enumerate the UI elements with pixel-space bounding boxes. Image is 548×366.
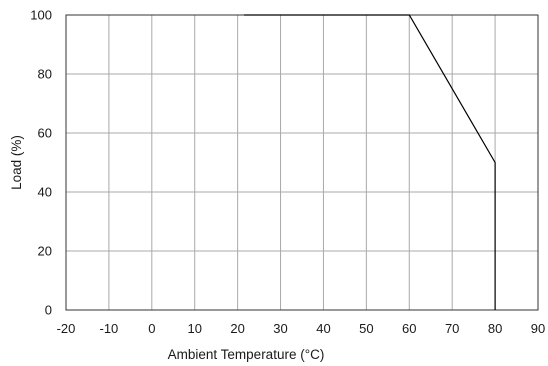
x-tick-label: 90: [531, 321, 545, 336]
x-tick-label: 20: [230, 321, 244, 336]
x-tick-label: 40: [316, 321, 330, 336]
x-tick-label: -20: [57, 321, 76, 336]
y-tick-label: 80: [38, 67, 52, 82]
x-tick-labels: -20 -10 0 10 20 30 40 50 60 70 80 90: [57, 321, 546, 336]
plot-frame: [65, 14, 539, 311]
y-tick-label: 40: [38, 185, 52, 200]
y-tick-label: 0: [45, 303, 52, 318]
y-tick-label: 100: [30, 8, 52, 23]
y-tick-label: 60: [38, 126, 52, 141]
load-derating-line: [244, 14, 496, 310]
x-tick-label: 80: [488, 321, 502, 336]
y-axis-label: Load (%): [9, 135, 24, 190]
y-tick-labels: 0 20 40 60 80 100: [30, 8, 52, 318]
x-tick-label: -10: [100, 321, 119, 336]
x-tick-label: 0: [148, 321, 155, 336]
x-tick-label: 70: [445, 321, 459, 336]
series-layer: [244, 14, 496, 310]
y-tick-label: 20: [38, 244, 52, 259]
x-tick-label: 50: [359, 321, 373, 336]
x-axis-label: Ambient Temperature (°C): [168, 347, 325, 362]
x-tick-label: 10: [187, 321, 201, 336]
x-tick-label: 60: [402, 321, 416, 336]
x-tick-label: 30: [273, 321, 287, 336]
grid-lines: [66, 15, 538, 310]
